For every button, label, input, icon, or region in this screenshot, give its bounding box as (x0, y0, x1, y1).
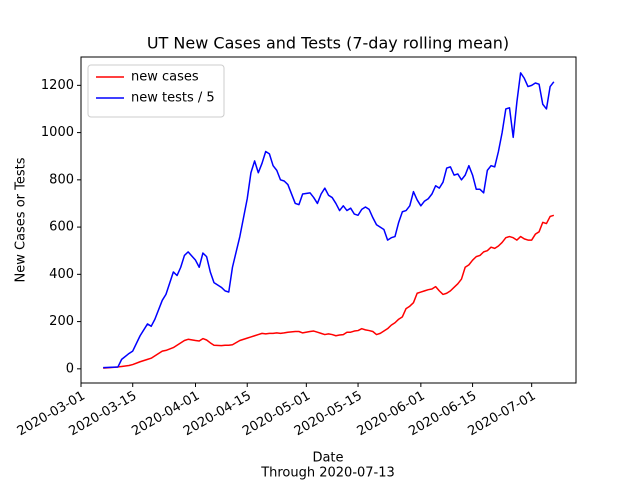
y-tick-label: 600 (49, 220, 74, 235)
series-line (103, 72, 555, 369)
legend-label: new tests / 5 (131, 91, 215, 106)
axes-frame (80, 56, 577, 384)
y-tick-label: 200 (49, 314, 74, 329)
y-axis-label: New Cases or Tests (14, 157, 29, 282)
legend-label: new cases (131, 70, 199, 85)
x-axis-label: Date (312, 451, 343, 466)
y-tick-label: 800 (49, 172, 74, 187)
series-line (103, 214, 555, 369)
x-tick-label: 2020-07-01 (465, 389, 538, 440)
y-tick-label: 1200 (41, 78, 74, 93)
chart-title: UT New Cases and Tests (7-day rolling me… (147, 34, 509, 53)
legend-box (87, 64, 225, 118)
y-tick-label: 400 (49, 267, 74, 282)
y-tick-label: 0 (66, 361, 74, 376)
x-axis-caption: Through 2020-07-13 (260, 466, 395, 480)
y-tick-label: 1000 (41, 125, 74, 140)
